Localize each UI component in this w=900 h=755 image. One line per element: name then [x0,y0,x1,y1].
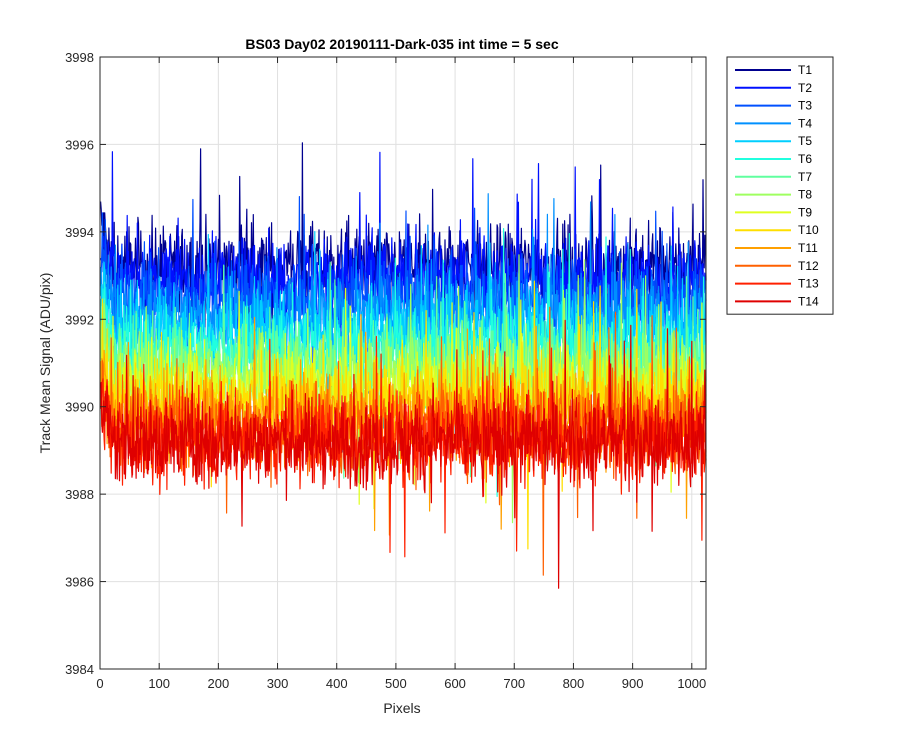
legend-label-t3: T3 [798,99,812,113]
series-line-t8 [100,254,707,524]
y-tick-label: 3998 [65,50,94,65]
x-tick-label: 1000 [677,676,706,691]
y-tick-label: 3990 [65,400,94,415]
legend-label-t7: T7 [798,170,812,184]
legend-label-t1: T1 [798,63,812,77]
y-tick-label: 3984 [65,662,94,677]
series-line-t14 [100,319,707,589]
x-tick-label: 0 [96,676,103,691]
legend-label-t2: T2 [798,81,812,95]
x-tick-label: 700 [503,676,525,691]
x-tick-label: 500 [385,676,407,691]
axes-layer: 0 100 200 300 400 500 600 700 800 900 1000 3984 3986… [65,50,707,691]
x-tick-label: 100 [148,676,170,691]
chart-title: BS03 Day02 20190111-Dark-035 int time = … [245,36,558,52]
legend-label-t6: T6 [798,152,812,166]
legend-label-t10: T10 [798,223,819,237]
y-tick-label: 3992 [65,312,94,327]
series-layer [100,142,707,589]
legend-box [726,56,834,315]
legend: T1 T2 T3 T4 T5 T6 T7 T8 T9 T10 T11 T12 T13 T14 [726,56,834,315]
y-tick-label: 3996 [65,137,94,152]
x-axis-title: Pixels [383,700,420,716]
x-tick-label: 900 [622,676,644,691]
x-tick-label: 400 [326,676,348,691]
legend-label-t5: T5 [798,134,812,148]
legend-label-t9: T9 [798,205,812,219]
legend-label-t13: T13 [798,277,819,291]
x-tick-label: 300 [267,676,289,691]
legend-label-t8: T8 [798,188,812,202]
x-tick-label: 800 [563,676,585,691]
y-tick-label: 3988 [65,487,94,502]
y-tick-label: 3994 [65,225,94,240]
y-tick-label: 3986 [65,575,94,590]
legend-label-t14: T14 [798,294,819,308]
x-tick-label: 200 [208,676,230,691]
legend-label-t12: T12 [798,259,819,273]
legend-label-t11: T11 [798,241,818,255]
y-axis-title: Track Mean Signal (ADU/pix) [37,273,53,454]
axes-box [99,56,707,670]
legend-label-t4: T4 [798,116,812,130]
x-tick-label: 600 [444,676,466,691]
